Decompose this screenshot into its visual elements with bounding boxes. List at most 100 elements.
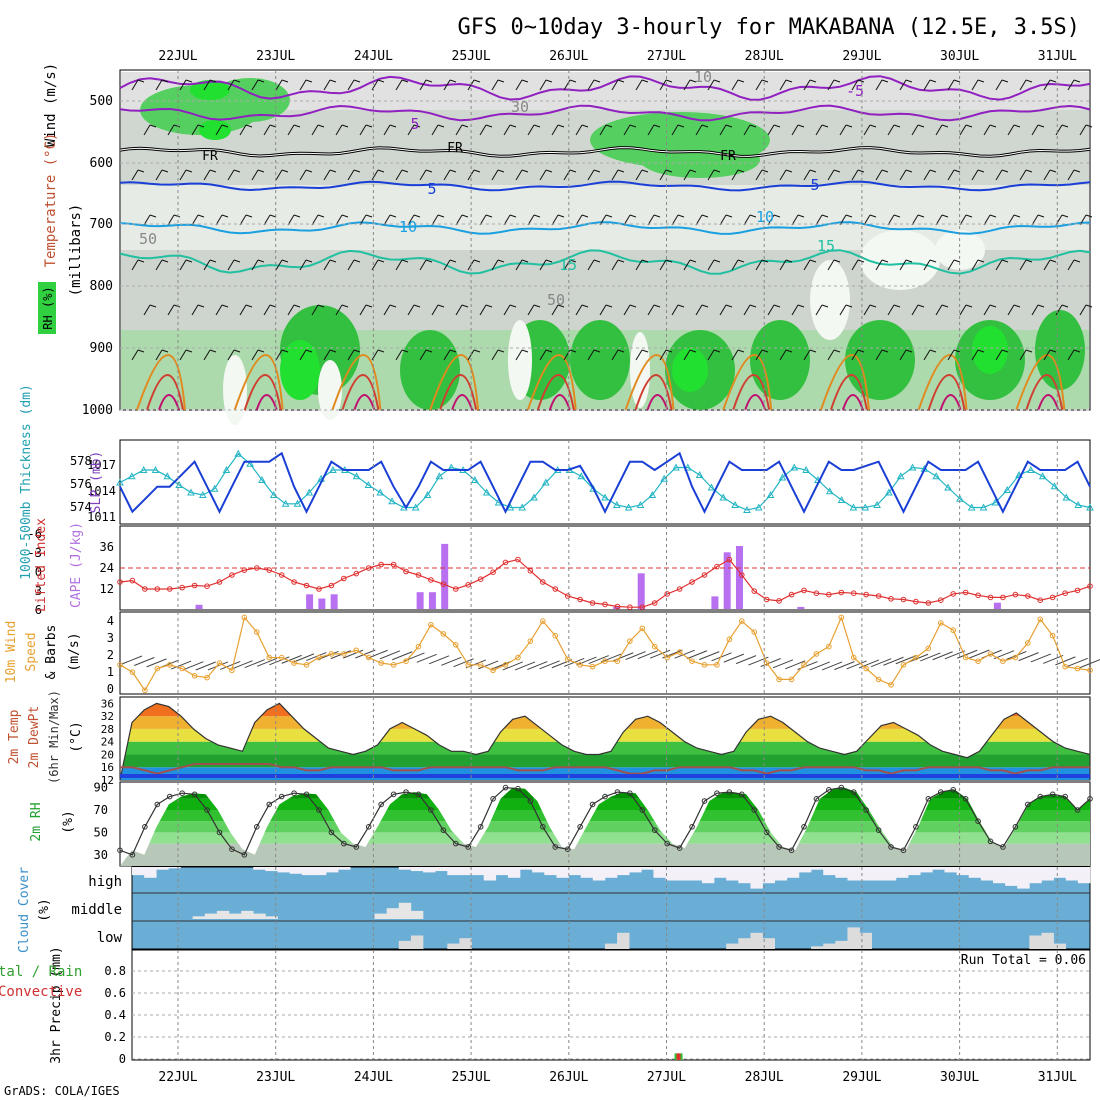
contour-label: 5 <box>410 115 419 133</box>
cloud-high-cell <box>908 867 921 876</box>
temp-contour-30 <box>646 394 669 411</box>
wind-barb-flag <box>497 259 505 263</box>
wind-barb <box>251 169 259 181</box>
wind-barb-flag <box>365 304 373 308</box>
wind-barb <box>287 124 295 136</box>
wind-barb-flag <box>905 169 913 173</box>
wind-barb <box>455 124 463 136</box>
wind-barb <box>1043 169 1051 181</box>
cloud-high-cell <box>156 867 169 870</box>
wind-barb-flag <box>137 169 145 173</box>
wind-barb-10m <box>871 658 892 668</box>
wind-barb-10m <box>220 660 241 670</box>
wind-barb <box>599 214 607 226</box>
wind-barb <box>659 349 667 361</box>
wind-barb-flag <box>701 124 709 128</box>
cloud-high-cell <box>520 867 533 870</box>
rh-line-marker <box>589 801 596 808</box>
wind-speed-line <box>119 615 1091 692</box>
wind-barb-flag <box>929 349 937 353</box>
wind-barb-flag <box>545 259 553 263</box>
temp-contour-minus5 <box>119 75 1091 101</box>
wind-barb-flag <box>725 304 733 308</box>
cloud-high-cell <box>944 867 957 873</box>
wind-barb <box>1031 304 1039 316</box>
wind-barb-10m <box>256 657 278 667</box>
thickness-line-marker <box>210 484 219 492</box>
cape-bar <box>711 596 719 609</box>
rh-line-marker <box>328 829 335 836</box>
precip-tick-label: 0.8 <box>104 964 126 978</box>
rh-line-marker <box>701 798 708 804</box>
wind-speed-line-marker <box>627 638 633 644</box>
wind-barb-flag <box>689 79 697 83</box>
wind-barb <box>875 169 883 181</box>
contour-label: 15 <box>559 256 577 274</box>
rh-blob <box>199 120 231 140</box>
temp-tick-label: 20 <box>101 748 114 761</box>
thickness-line-marker <box>648 490 657 498</box>
wind-barb-flag <box>149 214 157 218</box>
wind-speed-line-marker <box>527 638 534 644</box>
wind-barb <box>635 259 643 271</box>
wind-barb-10m <box>207 661 229 671</box>
wind-barb <box>491 79 499 91</box>
rh-blob <box>640 142 760 178</box>
cloud-low-cell <box>811 946 824 949</box>
precip-tick-label: 0.2 <box>104 1030 126 1044</box>
cloud-high-cell <box>1029 867 1042 884</box>
thickness-line-marker <box>1003 485 1012 493</box>
temp-tick-label: 24 <box>101 736 115 749</box>
wind-barb <box>863 124 871 136</box>
thickness-line-marker <box>885 488 893 496</box>
wind-barb-flag <box>881 169 889 173</box>
slp-ylabel-thickness: 1000-500mb Thickness (dm) <box>19 384 34 580</box>
wind-barb <box>899 349 907 361</box>
temp-contour-20 <box>331 354 382 411</box>
wind-barb <box>323 79 331 91</box>
cloud-high-cell <box>811 867 824 870</box>
wind-barb <box>1067 79 1075 91</box>
wind-barb-flag <box>533 304 541 308</box>
cloud-mid-cell <box>241 910 254 919</box>
wind-barb <box>131 349 139 361</box>
wind-barb-flag <box>1061 304 1069 308</box>
wind-barb <box>911 214 919 226</box>
wind-speed-line-marker <box>987 651 994 657</box>
wind-barb-flag <box>953 79 961 83</box>
wind-speed-line-marker <box>490 667 496 674</box>
wind-barb-flag <box>1037 214 1045 218</box>
chart-title: GFS 0~10day 3-hourly for MAKABANA (12.5E… <box>457 15 1080 40</box>
wind-barb-flag <box>761 349 769 353</box>
wind-barb-flag <box>137 79 145 83</box>
wind-barb-flag <box>149 124 157 128</box>
wind-barb <box>203 259 211 271</box>
wind-speed-line-marker <box>950 627 957 634</box>
wind-barb-flag <box>353 349 361 353</box>
wind-speed-line-marker <box>129 669 136 675</box>
wind-barb <box>1007 214 1015 226</box>
wind-barb-flag <box>557 304 565 308</box>
cloud-ylabel: Cloud Cover <box>17 867 32 953</box>
wind-barb-flag <box>929 169 937 173</box>
wind-barb-flag <box>1073 79 1081 83</box>
wind-barb <box>587 79 595 91</box>
wind-barb <box>1079 304 1087 316</box>
wind-tick-label: 1 <box>107 665 114 679</box>
wind-speed-line-marker <box>738 618 745 624</box>
cloud-high-cell <box>738 867 751 884</box>
cloud-mid-cell <box>229 913 242 919</box>
cape-ylabel-cape: CAPE (J/kg) <box>69 522 84 608</box>
contour-label: 10 <box>756 208 774 226</box>
wind-barb <box>683 259 691 271</box>
wind-barb-flag <box>245 214 253 218</box>
wind-barb-flag <box>929 79 937 83</box>
wind-tick-label: 2 <box>107 648 114 662</box>
cloud-level-label: middle <box>71 902 122 918</box>
temp-line <box>119 702 1091 781</box>
cloud-high-cell <box>835 867 848 878</box>
wind-barb-flag <box>161 79 169 83</box>
contour-label: FR <box>447 141 463 156</box>
wind-barb-flag <box>1049 79 1057 83</box>
